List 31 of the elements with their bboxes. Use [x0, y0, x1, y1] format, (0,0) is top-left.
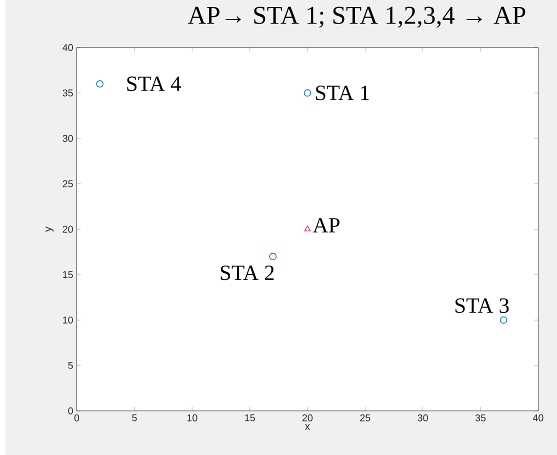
annotation: STA 3 — [455, 298, 509, 313]
point — [500, 316, 508, 324]
annotation: STA 4 — [127, 76, 181, 91]
y-tick-label: 25 — [62, 180, 73, 188]
y-tick-label: 0 — [68, 407, 73, 414]
chart-title: AP→ STA 1; STA 1,2,3,4 → AP — [188, 6, 526, 28]
x-tick-label: 30 — [418, 414, 428, 422]
y-tick-label: 30 — [62, 134, 73, 142]
x-tick-label: 10 — [187, 414, 198, 422]
x-axis-title: x — [304, 424, 310, 430]
annotation: STA 1 — [316, 85, 369, 100]
y-tick-label: 20 — [62, 226, 73, 232]
annotation: AP — [312, 218, 340, 232]
point — [96, 80, 104, 88]
x-tick-label: 35 — [475, 414, 486, 422]
x-tick-label: 5 — [132, 414, 137, 422]
x-tick-label: 20 — [302, 414, 313, 422]
x-tick-label: 15 — [245, 414, 255, 422]
y-tick-label: 35 — [62, 89, 73, 96]
x-tick-label: 25 — [360, 414, 370, 422]
y-tick-label: 15 — [63, 270, 73, 278]
point — [304, 89, 312, 96]
y-tick-label: 10 — [63, 316, 73, 324]
point — [269, 252, 277, 260]
x-tick-label: 40 — [532, 414, 544, 422]
annotation: STA 2 — [220, 265, 274, 280]
y-tick-label: 5 — [68, 362, 73, 369]
point — [304, 225, 311, 232]
y-axis-title: y — [46, 226, 54, 232]
x-tick-label: 0 — [74, 414, 80, 422]
y-tick-label: 40 — [62, 44, 73, 51]
